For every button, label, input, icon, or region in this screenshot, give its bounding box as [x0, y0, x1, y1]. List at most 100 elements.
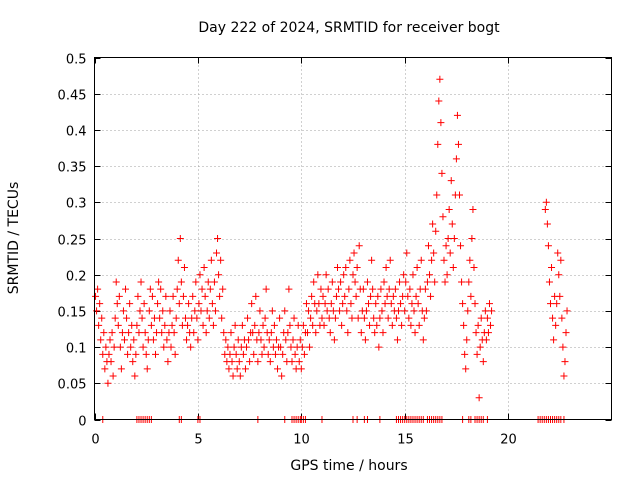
data-point — [456, 191, 464, 199]
data-point — [147, 321, 155, 329]
data-point — [215, 271, 223, 279]
data-point — [201, 292, 209, 300]
data-point — [543, 220, 551, 228]
data-point — [279, 350, 287, 358]
data-point — [238, 321, 246, 329]
data-point — [251, 321, 259, 329]
data-point — [443, 271, 451, 279]
data-point — [213, 249, 221, 257]
data-point — [421, 285, 429, 293]
data-point — [483, 314, 491, 322]
data-point — [191, 307, 199, 315]
data-point — [402, 278, 410, 286]
data-point — [447, 177, 455, 185]
data-point — [307, 314, 315, 322]
data-point — [368, 256, 376, 264]
data-point — [199, 321, 207, 329]
x-tick-label: 0 — [91, 433, 99, 448]
data-point — [259, 321, 267, 329]
data-point — [375, 343, 383, 351]
data-point — [327, 300, 335, 308]
data-point — [319, 292, 327, 300]
data-point — [233, 365, 241, 373]
data-point — [458, 278, 466, 286]
data-point — [308, 292, 316, 300]
data-point — [161, 321, 169, 329]
data-point — [370, 314, 378, 322]
data-point — [157, 285, 165, 293]
data-point — [348, 314, 356, 322]
data-point — [561, 358, 569, 366]
data-point — [330, 336, 338, 344]
data-point — [297, 365, 305, 373]
data-point — [129, 358, 137, 366]
data-point — [369, 285, 377, 293]
data-point — [398, 321, 406, 329]
data-point — [203, 307, 211, 315]
data-point — [366, 321, 374, 329]
data-point — [285, 285, 293, 293]
data-point — [341, 292, 349, 300]
data-point — [417, 256, 425, 264]
data-point — [422, 307, 430, 315]
data-point — [445, 206, 453, 214]
data-point — [135, 329, 143, 337]
data-point — [467, 292, 475, 300]
data-point — [288, 358, 296, 366]
data-point — [434, 140, 442, 148]
y-axis-ticks: 0 0.05 0.1 0.15 0.2 0.25 0.3 0.35 0.4 0.45 0.5 — [58, 53, 612, 430]
data-point — [472, 329, 480, 337]
data-point — [197, 307, 205, 315]
data-point — [359, 285, 367, 293]
data-point — [444, 235, 452, 242]
data-point — [224, 343, 232, 351]
data-point — [211, 307, 219, 315]
data-point — [242, 343, 250, 351]
data-point — [145, 307, 153, 315]
data-point — [392, 314, 400, 322]
data-point — [407, 321, 415, 329]
data-point — [381, 300, 389, 308]
data-point — [413, 263, 421, 271]
data-point — [96, 300, 104, 308]
data-point — [323, 307, 331, 315]
data-point — [170, 329, 178, 337]
data-point — [363, 278, 371, 286]
data-point — [268, 307, 276, 315]
data-point — [387, 300, 395, 308]
data-point — [304, 329, 312, 337]
data-point — [414, 300, 422, 308]
data-point — [198, 285, 206, 293]
data-point — [371, 329, 379, 337]
data-point — [474, 321, 482, 329]
data-point — [250, 350, 258, 358]
data-point — [148, 292, 156, 300]
data-point — [234, 336, 242, 344]
data-point — [563, 307, 571, 315]
data-point — [274, 365, 282, 373]
data-point — [302, 300, 310, 308]
data-point — [550, 336, 558, 344]
data-point — [286, 321, 294, 329]
data-point — [131, 372, 139, 380]
data-point — [149, 336, 157, 344]
data-point — [127, 343, 135, 351]
data-point — [383, 292, 391, 300]
y-tick-label: 0.1 — [66, 342, 87, 357]
data-point — [107, 358, 115, 366]
data-point — [554, 249, 562, 257]
data-point — [118, 329, 126, 337]
data-point — [236, 372, 244, 380]
data-point — [277, 343, 285, 351]
y-tick-label: 0.35 — [58, 161, 87, 176]
data-point — [386, 256, 394, 264]
data-point — [123, 314, 131, 322]
data-point — [479, 358, 487, 366]
data-point — [232, 350, 240, 358]
data-point — [347, 300, 355, 308]
data-point — [183, 336, 191, 344]
data-point — [229, 372, 237, 380]
data-point — [415, 321, 423, 329]
data-point — [315, 300, 323, 308]
data-point — [228, 358, 236, 366]
